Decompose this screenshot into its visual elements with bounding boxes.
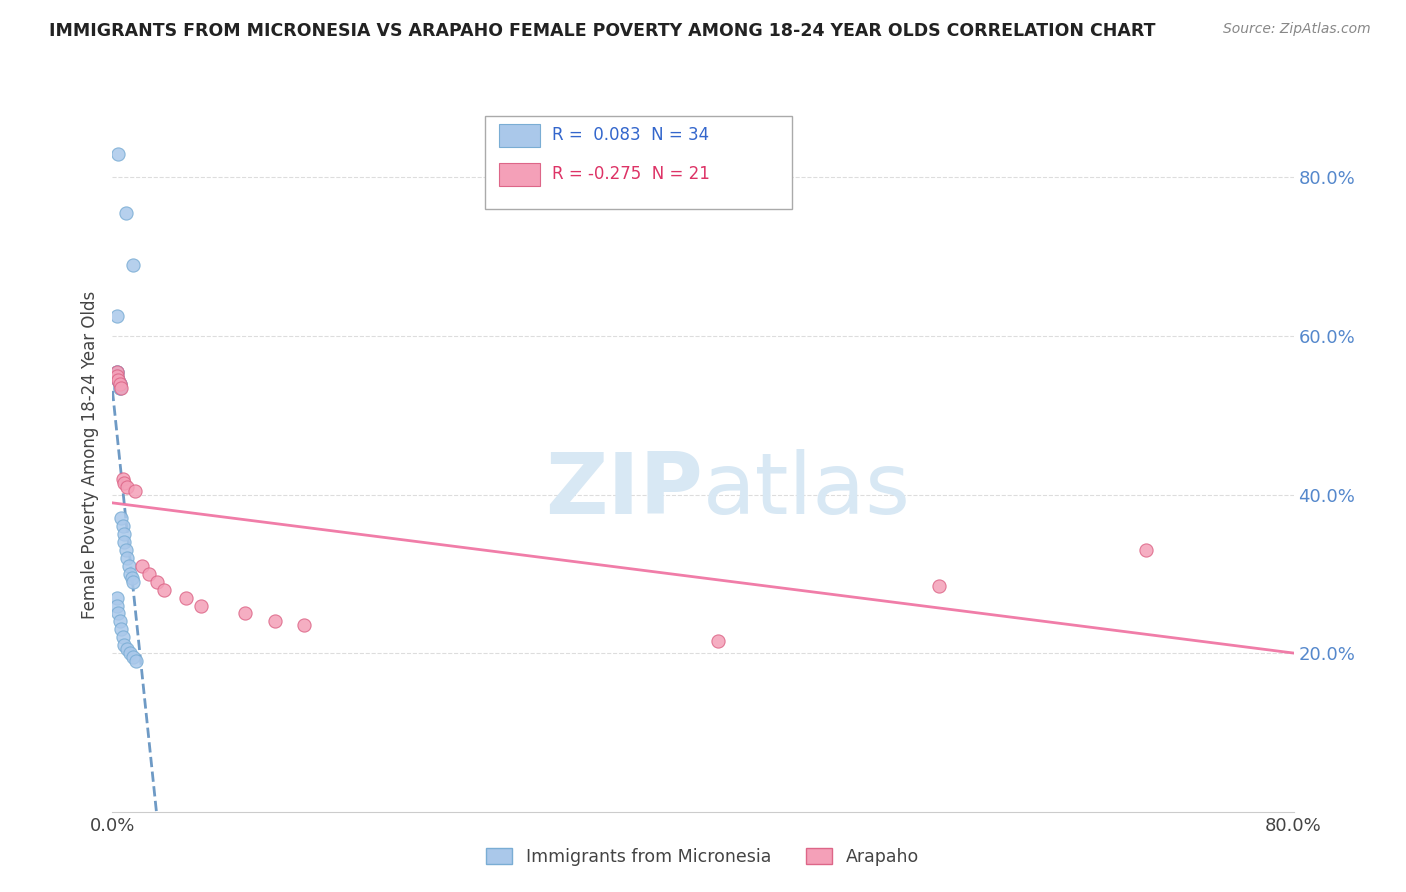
Point [117,480,138,494]
FancyBboxPatch shape [499,163,540,186]
Point [174,591,197,605]
Legend: Immigrants from Micronesia, Arapaho: Immigrants from Micronesia, Arapaho [478,839,928,874]
Point [108,376,131,391]
Text: atlas: atlas [703,449,911,533]
Point [108,376,131,391]
Point [190,599,212,613]
Point [105,365,128,379]
Point [108,380,131,394]
Point [105,368,128,383]
Text: R =  0.083  N = 34: R = 0.083 N = 34 [551,127,709,145]
Point [108,615,131,629]
Point [928,579,950,593]
FancyBboxPatch shape [485,116,792,209]
Point [110,623,132,637]
Point [117,642,138,657]
Point [138,566,160,581]
Point [108,376,131,391]
Point [105,368,128,383]
Point [107,373,129,387]
Point [110,380,132,394]
Point [146,574,169,589]
Point [117,551,138,566]
Point [108,380,131,394]
Point [120,566,142,581]
Text: IMMIGRANTS FROM MICRONESIA VS ARAPAHO FEMALE POVERTY AMONG 18-24 YEAR OLDS CORRE: IMMIGRANTS FROM MICRONESIA VS ARAPAHO FE… [49,22,1156,40]
Point [105,309,128,323]
Point [125,654,148,668]
Point [264,615,287,629]
Point [107,373,129,387]
FancyBboxPatch shape [499,124,540,146]
Point [122,650,145,665]
Point [105,365,128,379]
Point [114,206,136,220]
Point [111,519,134,533]
Point [105,365,128,379]
Point [120,646,142,660]
Y-axis label: Female Poverty Among 18-24 Year Olds: Female Poverty Among 18-24 Year Olds [80,291,98,619]
Point [122,258,145,272]
Point [107,373,129,387]
Point [107,146,129,161]
Point [292,618,315,632]
Point [153,582,176,597]
Point [114,543,136,558]
Point [124,483,146,498]
Point [121,571,143,585]
Point [1135,543,1157,558]
Point [112,638,135,652]
Text: ZIP: ZIP [546,449,703,533]
Text: Source: ZipAtlas.com: Source: ZipAtlas.com [1223,22,1371,37]
Point [131,558,153,573]
Point [107,607,129,621]
Point [110,511,132,525]
Point [706,634,728,648]
Point [118,558,141,573]
Point [112,475,135,490]
Point [105,591,128,605]
Point [112,535,135,549]
Point [233,607,256,621]
Point [105,599,128,613]
Point [122,574,145,589]
Point [111,472,134,486]
Text: R = -0.275  N = 21: R = -0.275 N = 21 [551,166,710,184]
Point [112,527,135,541]
Point [111,630,134,644]
